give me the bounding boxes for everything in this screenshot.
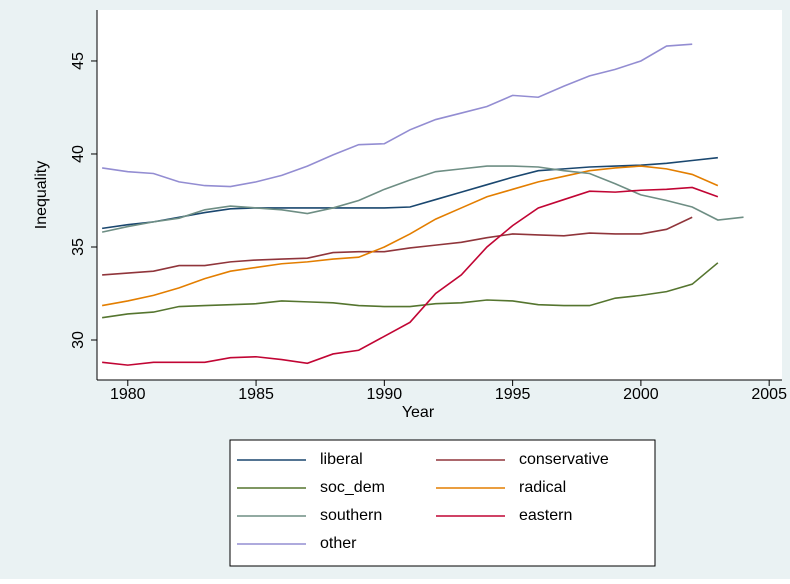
y-tick-label: 40 [70, 145, 87, 163]
series-line [102, 216, 693, 276]
legend-label: liberal [320, 451, 363, 468]
y-tick-label: 45 [70, 52, 87, 70]
x-tick-label: 1980 [110, 386, 146, 403]
series-line [101, 165, 719, 307]
x-tick-label: 1985 [238, 386, 274, 403]
x-tick-label: 1990 [367, 386, 403, 403]
legend-label: eastern [519, 507, 572, 524]
plot-area [97, 10, 782, 380]
x-tick-label: 2000 [623, 386, 659, 403]
series-line [102, 262, 719, 319]
legend-label: soc_dem [320, 479, 385, 496]
y-tick-label: 30 [70, 331, 87, 349]
legend-label: radical [519, 479, 566, 496]
y-tick-label: 35 [70, 238, 87, 256]
legend-label: conservative [519, 451, 609, 468]
y-axis-label: Inequality [33, 161, 50, 230]
x-tick-label: 1995 [495, 386, 531, 403]
series-line [102, 43, 693, 188]
series-line [101, 165, 744, 233]
series-line [102, 186, 719, 366]
x-axis-label: Year [402, 404, 435, 421]
x-tick-label: 2005 [751, 386, 787, 403]
series-line [102, 156, 718, 230]
legend-label: southern [320, 507, 382, 524]
legend [229, 439, 656, 567]
legend-label: other [320, 535, 357, 552]
